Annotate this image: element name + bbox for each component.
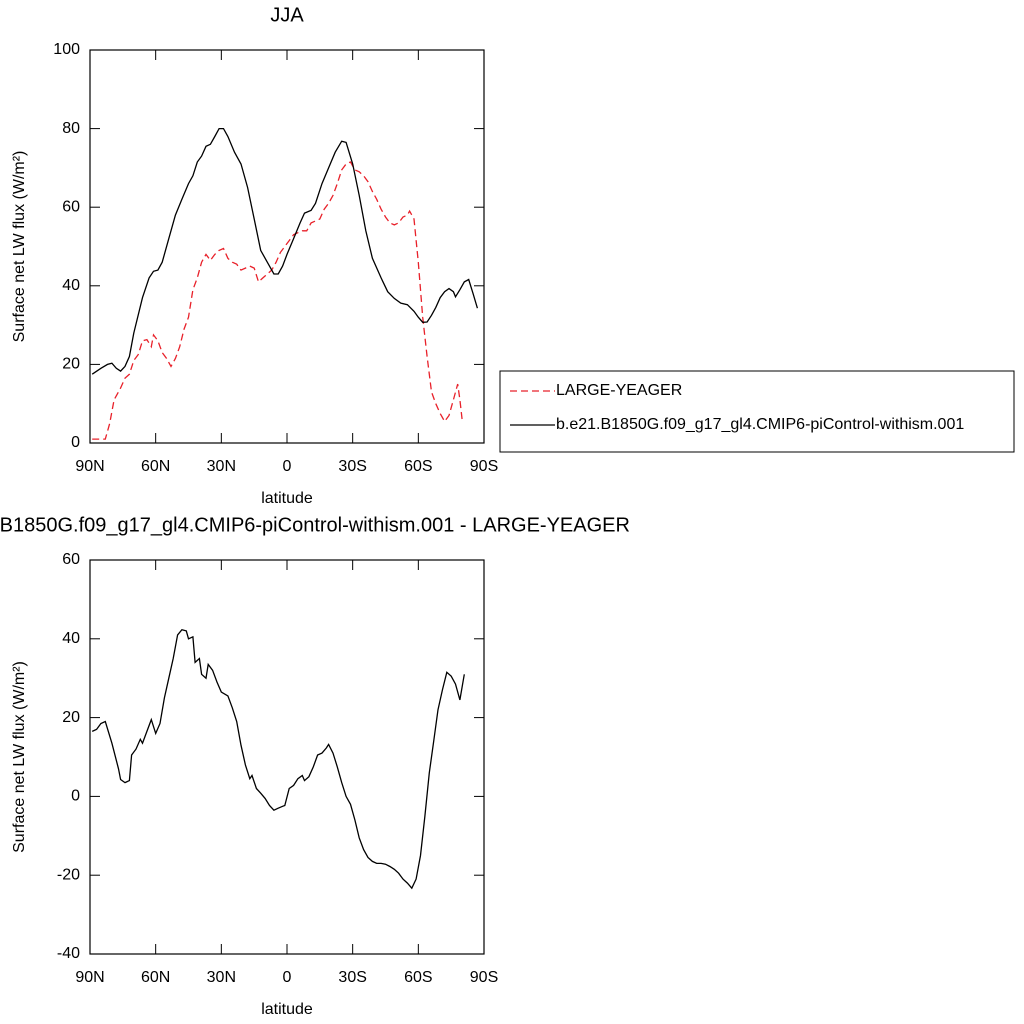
x-tick-label: 60N	[141, 969, 170, 986]
y-tick-label: 60	[62, 551, 80, 568]
plot-frame	[89, 49, 485, 444]
y-tick-label: 60	[62, 198, 80, 215]
y-tick-label: 20	[62, 356, 80, 373]
x-tick-label: 30N	[207, 458, 236, 475]
y-axis-label: Surface net LW flux (W/m²)	[11, 661, 28, 853]
x-tick-label: 0	[283, 969, 292, 986]
x-tick-label: 30S	[338, 458, 366, 475]
series-line	[92, 161, 463, 440]
legend-label: b.e21.B1850G.f09_g17_gl4.CMIP6-piControl…	[556, 416, 964, 433]
x-tick-label: 60N	[141, 458, 170, 475]
x-tick-label: 0	[283, 458, 292, 475]
y-tick-label: 0	[71, 434, 80, 451]
y-axis-label: Surface net LW flux (W/m²)	[11, 151, 28, 343]
y-tick-label: 40	[62, 630, 80, 647]
y-tick-label: 100	[53, 41, 80, 58]
x-tick-label: 90N	[75, 458, 104, 475]
x-tick-label: 90S	[470, 969, 498, 986]
legend-label: LARGE-YEAGER	[556, 382, 682, 399]
x-tick-label: 60S	[404, 458, 432, 475]
y-tick-label: -40	[57, 945, 80, 962]
y-tick-label: 80	[62, 120, 80, 137]
plot-frame	[89, 559, 485, 955]
x-axis-label: latitude	[261, 490, 313, 507]
y-tick-label: 0	[71, 788, 80, 805]
x-tick-label: 90N	[75, 969, 104, 986]
legend-box	[499, 370, 1015, 453]
chart-title: JJA	[270, 4, 304, 26]
y-tick-label: -20	[57, 866, 80, 883]
x-tick-label: 30S	[338, 969, 366, 986]
y-tick-label: 40	[62, 277, 80, 294]
series-line	[91, 628, 465, 890]
x-tick-label: 60S	[404, 969, 432, 986]
x-tick-label: 90S	[470, 458, 498, 475]
x-tick-label: 30N	[207, 969, 236, 986]
x-axis-label: latitude	[261, 1001, 313, 1018]
series-line	[91, 127, 479, 375]
y-tick-label: 20	[62, 709, 80, 726]
chart-title: b.e21.B1850G.f09_g17_gl4.CMIP6-piControl…	[0, 514, 630, 536]
